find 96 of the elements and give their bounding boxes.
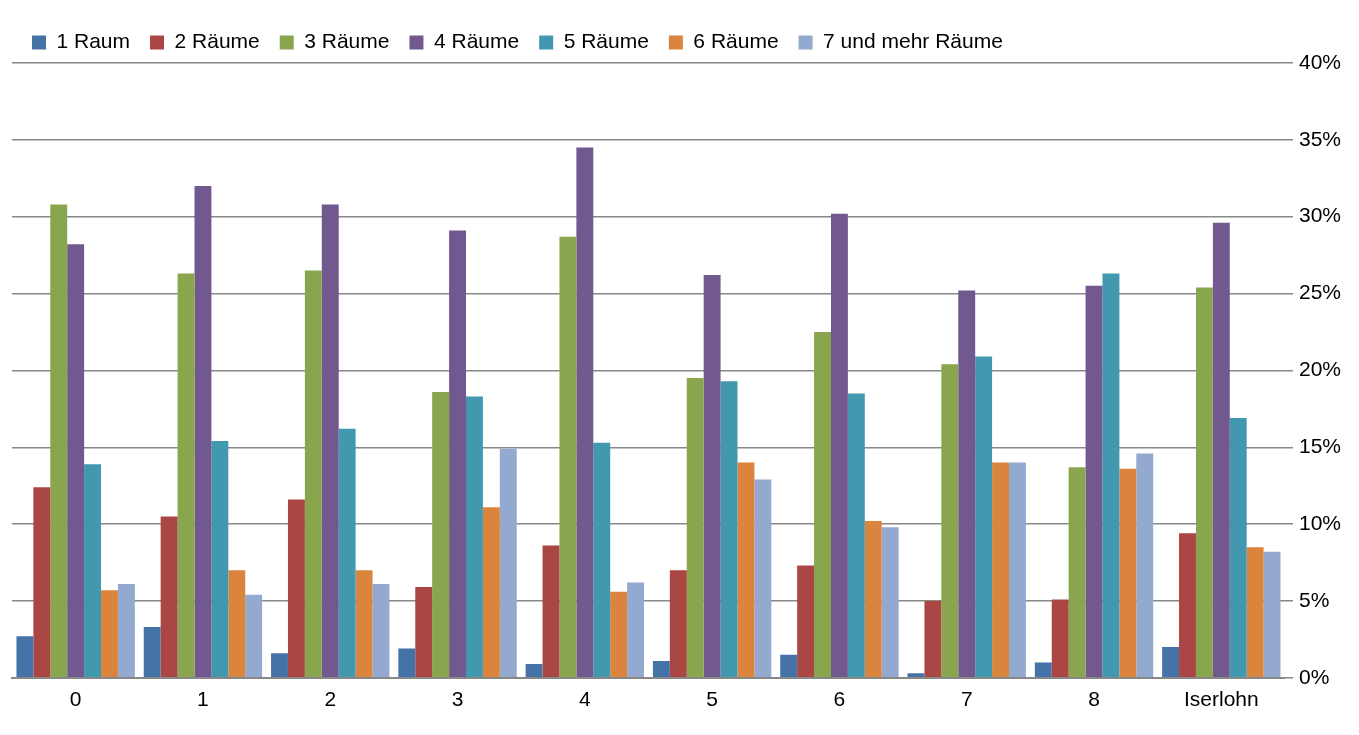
bar xyxy=(847,393,865,678)
bar xyxy=(610,591,628,678)
x-tick-label: 6 xyxy=(833,687,846,711)
bar xyxy=(780,654,798,678)
bar xyxy=(271,653,288,678)
bar xyxy=(117,584,135,678)
bar xyxy=(50,204,68,678)
bar xyxy=(338,428,356,678)
bar xyxy=(1162,647,1180,678)
y-tick-label: 35% xyxy=(1298,126,1341,150)
bar xyxy=(754,479,772,678)
bar xyxy=(907,673,925,678)
x-tick-label: 4 xyxy=(578,687,591,711)
y-tick-label: 30% xyxy=(1298,203,1341,227)
bar xyxy=(432,391,450,678)
bar xyxy=(1102,273,1120,678)
bar xyxy=(525,663,543,678)
bar xyxy=(814,331,831,678)
y-tick-label: 20% xyxy=(1298,357,1341,381)
legend-label: 6 Räume xyxy=(693,29,779,53)
y-tick-label: 25% xyxy=(1298,280,1341,304)
bar xyxy=(321,204,339,678)
bar xyxy=(1263,551,1281,678)
bar xyxy=(1246,547,1264,678)
y-tick-label: 5% xyxy=(1298,587,1330,611)
bar xyxy=(194,185,212,678)
bar xyxy=(1034,662,1052,678)
legend-label: 7 und mehr Räume xyxy=(823,29,1003,53)
bar xyxy=(830,213,848,678)
bar xyxy=(1229,418,1247,678)
bar xyxy=(652,660,670,678)
bar xyxy=(1195,287,1213,678)
bar xyxy=(482,507,500,678)
bar xyxy=(84,464,102,678)
bar xyxy=(33,487,51,678)
bar xyxy=(1051,599,1069,678)
bar xyxy=(627,582,645,678)
bar xyxy=(415,587,433,678)
bar xyxy=(542,545,560,678)
bar xyxy=(372,584,390,678)
x-tick-label: 1 xyxy=(197,687,209,711)
bar xyxy=(669,570,687,678)
bar xyxy=(593,442,611,678)
bar xyxy=(797,565,815,678)
bar xyxy=(143,627,161,678)
bar xyxy=(975,356,993,678)
bar xyxy=(924,600,942,678)
bar xyxy=(228,570,246,678)
bar xyxy=(958,290,976,678)
y-tick-label: 10% xyxy=(1298,510,1341,534)
bar xyxy=(160,516,178,678)
bar xyxy=(737,462,755,678)
y-tick-label: 15% xyxy=(1298,434,1341,458)
bar xyxy=(67,244,85,678)
legend-label: 2 Räume xyxy=(174,29,260,53)
bar xyxy=(1212,222,1230,678)
bar xyxy=(1085,285,1103,678)
bar xyxy=(941,364,959,678)
x-tick-label: 3 xyxy=(451,687,464,711)
bar xyxy=(211,441,229,678)
x-tick-label: 0 xyxy=(69,687,82,711)
x-tick-label: 5 xyxy=(706,687,718,711)
bar xyxy=(449,230,466,678)
x-tick-label: 7 xyxy=(960,687,973,711)
bar xyxy=(992,462,1010,678)
bar xyxy=(177,273,195,678)
bar xyxy=(1136,453,1154,678)
x-tick-label: 8 xyxy=(1088,687,1100,711)
bar xyxy=(499,448,517,678)
bar xyxy=(864,521,882,678)
legend-label: 5 Räume xyxy=(563,29,649,53)
bar xyxy=(1119,468,1137,678)
bar xyxy=(355,570,373,678)
bar xyxy=(101,590,118,678)
bar xyxy=(1179,533,1196,678)
bar xyxy=(720,381,738,678)
legend-label: 3 Räume xyxy=(304,29,390,53)
bar xyxy=(1068,467,1086,678)
bar xyxy=(287,499,305,678)
bar xyxy=(559,236,577,678)
x-tick-label: 2 xyxy=(324,687,337,711)
bar xyxy=(398,648,416,678)
bar xyxy=(686,378,704,678)
bar xyxy=(16,636,34,678)
bar xyxy=(881,527,899,678)
bar xyxy=(466,396,483,678)
bar xyxy=(245,594,263,678)
bar xyxy=(1009,462,1026,678)
bar xyxy=(576,147,594,678)
x-tick-label: Iserlohn xyxy=(1183,687,1259,711)
y-tick-label: 0% xyxy=(1298,664,1330,688)
legend-label: 1 Raum xyxy=(56,29,131,53)
bar xyxy=(304,270,322,678)
legend-label: 4 Räume xyxy=(433,29,520,53)
bar xyxy=(703,275,721,678)
y-tick-label: 40% xyxy=(1298,49,1341,73)
